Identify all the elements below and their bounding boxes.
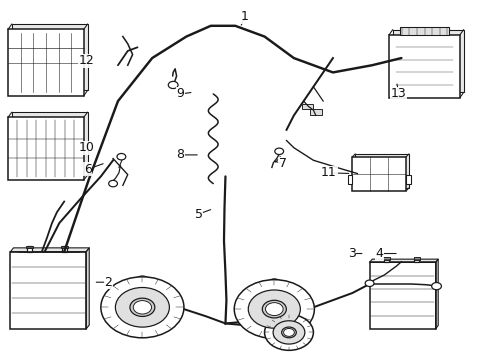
Polygon shape [436,259,438,329]
Circle shape [432,283,441,290]
Circle shape [109,180,118,187]
Circle shape [284,328,294,336]
Text: 10: 10 [78,141,94,154]
Text: 5: 5 [195,208,202,221]
Bar [310,109,322,115]
Wedge shape [267,279,282,284]
Text: 13: 13 [391,87,407,100]
Bar [400,27,449,35]
Bar [384,258,389,262]
Bar [12,112,88,175]
Bar [27,246,32,252]
Bar [61,246,68,248]
Text: 9: 9 [176,87,184,100]
Circle shape [101,277,184,338]
Text: 7: 7 [279,157,287,170]
Bar [355,154,409,188]
Bar [383,257,390,260]
Text: 8: 8 [176,148,185,161]
Circle shape [273,321,305,344]
Bar [369,262,436,329]
Wedge shape [135,276,150,282]
Bar [26,246,33,248]
Circle shape [275,148,284,154]
Circle shape [168,81,178,89]
Circle shape [133,301,151,314]
Text: 6: 6 [84,163,92,176]
Circle shape [234,280,315,338]
Bar [414,257,420,260]
Bar [302,104,314,109]
Circle shape [117,153,126,160]
Bar [62,246,67,252]
Text: 12: 12 [78,54,94,67]
Polygon shape [369,259,438,262]
Circle shape [365,280,374,287]
Bar [348,175,352,184]
Bar [406,175,411,184]
Bar [352,157,406,191]
Polygon shape [10,248,89,252]
Bar [389,35,460,98]
Bar [415,258,419,262]
Circle shape [248,290,300,328]
Polygon shape [86,248,89,329]
Circle shape [282,327,296,338]
Text: 4: 4 [375,247,383,260]
Text: 3: 3 [347,247,355,260]
Circle shape [265,315,314,350]
Circle shape [266,303,283,316]
Bar [8,117,84,180]
Circle shape [262,300,286,318]
Text: 11: 11 [321,166,337,179]
Circle shape [116,288,170,327]
Bar [10,252,86,329]
Bar [12,24,88,90]
Text: 1: 1 [241,10,249,23]
Bar [8,30,84,96]
Circle shape [130,298,155,316]
Bar [392,30,464,93]
Text: 2: 2 [104,276,112,289]
